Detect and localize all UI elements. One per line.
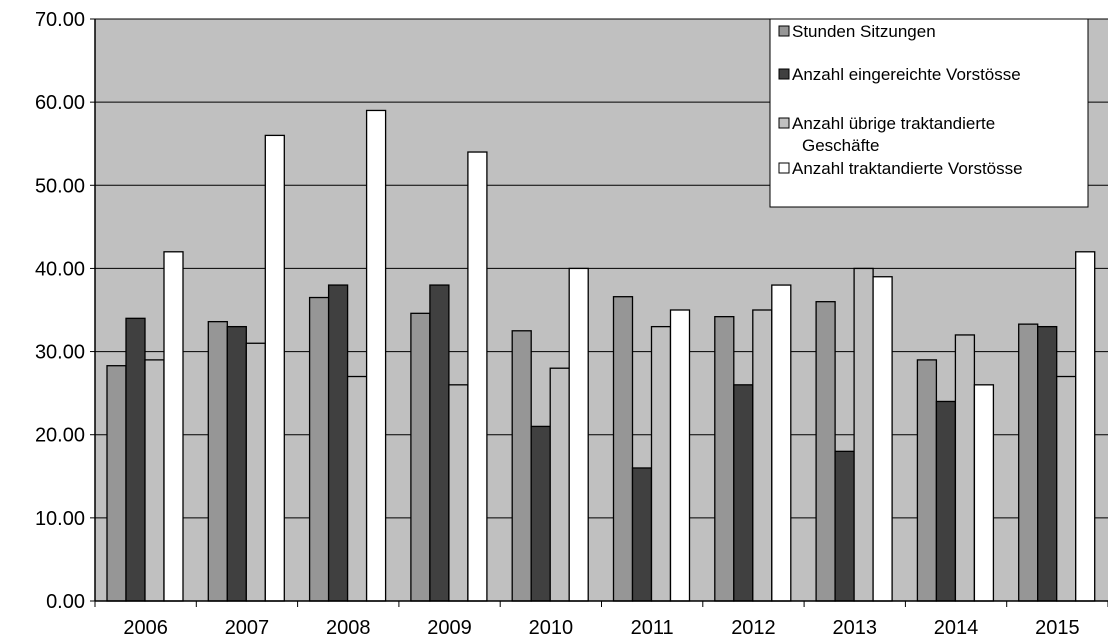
bar-2014-series-4	[973, 384, 995, 602]
bar-2007-series-3	[245, 342, 266, 602]
legend-label-3: Anzahl übrige traktandierte Geschäfte	[792, 114, 995, 155]
bar-2013-series-4	[872, 276, 893, 602]
legend-label-4: Anzahl traktandierte Vorstösse	[792, 159, 1023, 178]
legend-label-1: Stunden Sitzungen	[792, 22, 936, 41]
bar-2015-series-3	[1056, 375, 1077, 602]
bar-2011-series-2	[631, 467, 653, 602]
x-tick-label: 2014	[934, 617, 979, 639]
bar-2009-series-3	[448, 384, 469, 602]
legend-swatch-3	[778, 117, 790, 129]
bar-2012-series-4	[771, 284, 792, 602]
legend-swatch-4	[778, 162, 790, 174]
legend: Stunden Sitzungen Anzahl eingereichte Vor…	[769, 18, 1089, 208]
bar-2014-series-3	[954, 334, 976, 602]
y-tick-label: 40.00	[35, 258, 85, 280]
bar-2013-series-2	[834, 450, 855, 602]
y-tick-label: 70.00	[35, 9, 85, 31]
bar-2011-series-3	[650, 325, 672, 602]
x-tick-label: 2006	[123, 617, 168, 639]
bar-2012-series-2	[733, 384, 754, 602]
x-tick-label: 2010	[529, 617, 574, 639]
bar-2010-series-3	[549, 367, 570, 602]
x-tick-label: 2007	[225, 617, 270, 639]
x-tick-label: 2015	[1035, 617, 1080, 639]
bar-2007-series-4	[264, 134, 285, 602]
bar-2011-series-4	[669, 309, 691, 602]
x-tick-label: 2008	[326, 617, 371, 639]
bar-2010-series-4	[568, 267, 589, 602]
y-tick-label: 0.00	[46, 591, 85, 613]
bar-2007-series-2	[226, 325, 247, 602]
x-tick-label: 2012	[731, 617, 776, 639]
x-tick-labels: 2006 2007 2008 2009 2010 2011 2012 2013 2014 2015	[94, 601, 1108, 639]
y-tick-label: 10.00	[35, 508, 85, 530]
bar-2014-series-1	[916, 359, 938, 602]
bar-2008-series-3	[346, 375, 368, 602]
bar-2010-series-1	[511, 330, 532, 602]
y-tick-label: 50.00	[35, 175, 85, 197]
bar-2011-series-1	[612, 296, 634, 602]
bar-2009-series-4	[467, 151, 488, 602]
x-tick-label: 2013	[833, 617, 878, 639]
y-tick-label: 60.00	[35, 92, 85, 114]
x-tick-label: 2009	[427, 617, 472, 639]
bar-2007-series-1	[207, 320, 228, 602]
bar-2013-series-3	[853, 267, 874, 602]
bar-2008-series-4	[365, 109, 387, 602]
bar-2012-series-3	[752, 309, 773, 602]
bar-2015-series-2	[1037, 325, 1058, 602]
bar-2015-series-4	[1075, 251, 1096, 602]
bar-2006-series-1	[106, 365, 127, 602]
bar-2015-series-1	[1018, 323, 1039, 602]
bar-2006-series-3	[144, 359, 165, 602]
bar-2006-series-2	[125, 317, 146, 602]
bar-2009-series-2	[429, 284, 450, 602]
bar-2006-series-4	[163, 251, 184, 602]
bar-2012-series-1	[714, 316, 735, 602]
bar-2014-series-2	[935, 400, 957, 602]
bar-2013-series-1	[815, 301, 836, 602]
bar-2008-series-1	[308, 296, 330, 602]
legend-swatch-1	[778, 25, 790, 37]
bar-2009-series-1	[410, 312, 431, 602]
y-tick-label: 30.00	[35, 342, 85, 364]
legend-swatch-2	[778, 68, 790, 80]
bar-2010-series-2	[530, 425, 551, 602]
y-tick-labels: 0.00 10.00 20.00 30.00 40.00 50.00 60.00 70.00	[35, 9, 95, 613]
bars	[106, 109, 1096, 602]
legend-label-2: Anzahl eingereichte Vorstösse	[792, 65, 1021, 84]
bar-2008-series-2	[327, 284, 349, 602]
y-tick-label: 20.00	[35, 425, 85, 447]
x-tick-label: 2011	[631, 617, 674, 639]
legend-box	[769, 18, 1089, 208]
